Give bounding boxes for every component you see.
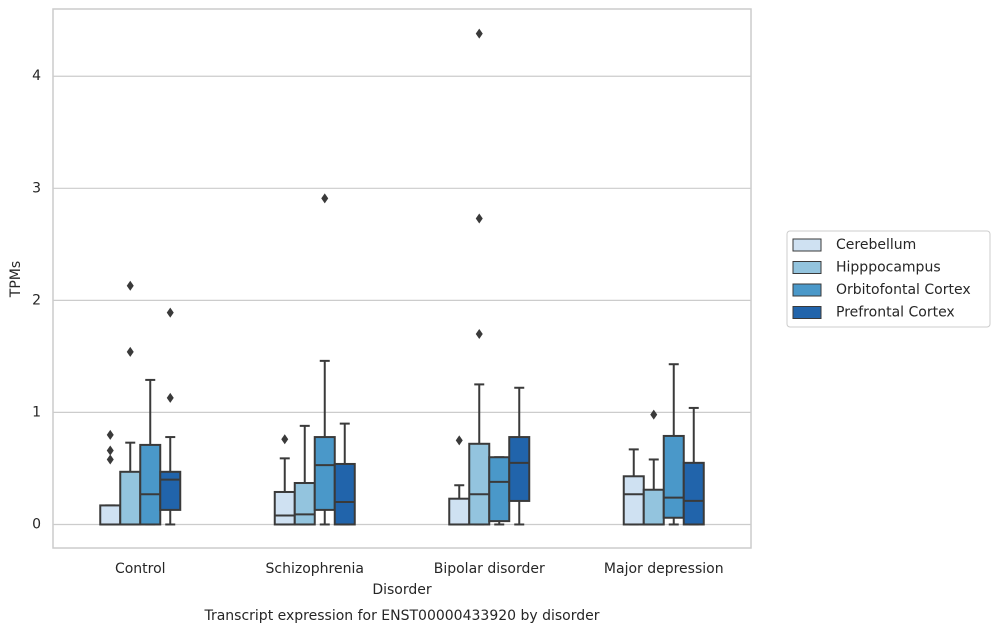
legend-label: Prefrontal Cortex: [836, 305, 955, 321]
plot-frame: [52, 8, 752, 549]
box: [448, 497, 471, 526]
x-tick-label: Major depression: [604, 561, 724, 577]
box: [662, 434, 685, 519]
outlier: [166, 307, 174, 318]
legend-label: Cerebellum: [836, 237, 916, 253]
x-tick-label: Control: [115, 561, 166, 577]
chart-title: Transcript expression for ENST0000043392…: [203, 608, 599, 624]
outlier: [475, 28, 483, 39]
outlier: [475, 213, 483, 224]
box: [622, 475, 645, 526]
y-tick-label: 0: [32, 516, 41, 532]
box: [273, 490, 296, 526]
outlier: [126, 280, 134, 291]
legend-swatch: [792, 238, 822, 252]
y-tick-label: 1: [32, 404, 41, 420]
legend-swatch: [792, 261, 822, 274]
y-tick-label: 4: [32, 68, 41, 84]
box: [159, 470, 182, 511]
box: [682, 461, 705, 526]
box: [508, 436, 531, 502]
outlier: [106, 445, 114, 456]
outlier: [321, 193, 329, 204]
outlier: [281, 434, 289, 445]
outlier: [166, 392, 174, 403]
y-axis-label: TPMs: [8, 261, 24, 298]
legend-label: Hipppocampus: [836, 260, 941, 276]
box: [313, 436, 336, 511]
legend-swatch: [792, 283, 822, 297]
legend-frame: [786, 230, 991, 328]
outlier: [126, 346, 134, 357]
x-tick-label: Bipolar disorder: [434, 561, 545, 577]
legend-label: Orbitofontal Cortex: [836, 282, 971, 298]
x-tick-label: Schizophrenia: [266, 561, 364, 577]
outlier: [106, 429, 114, 440]
outlier: [455, 435, 463, 446]
y-tick-label: 2: [32, 292, 41, 308]
box: [488, 456, 511, 523]
legend-swatch: [792, 306, 822, 319]
y-tick-label: 3: [32, 180, 41, 196]
box: [642, 488, 665, 526]
outlier: [475, 328, 483, 339]
box: [119, 470, 142, 526]
x-axis-label: Disorder: [372, 582, 432, 598]
box: [333, 462, 356, 526]
outlier: [106, 454, 114, 465]
outlier: [650, 409, 658, 420]
box: [468, 442, 491, 526]
box: [293, 482, 316, 526]
box: [139, 443, 162, 526]
box: [99, 504, 122, 526]
